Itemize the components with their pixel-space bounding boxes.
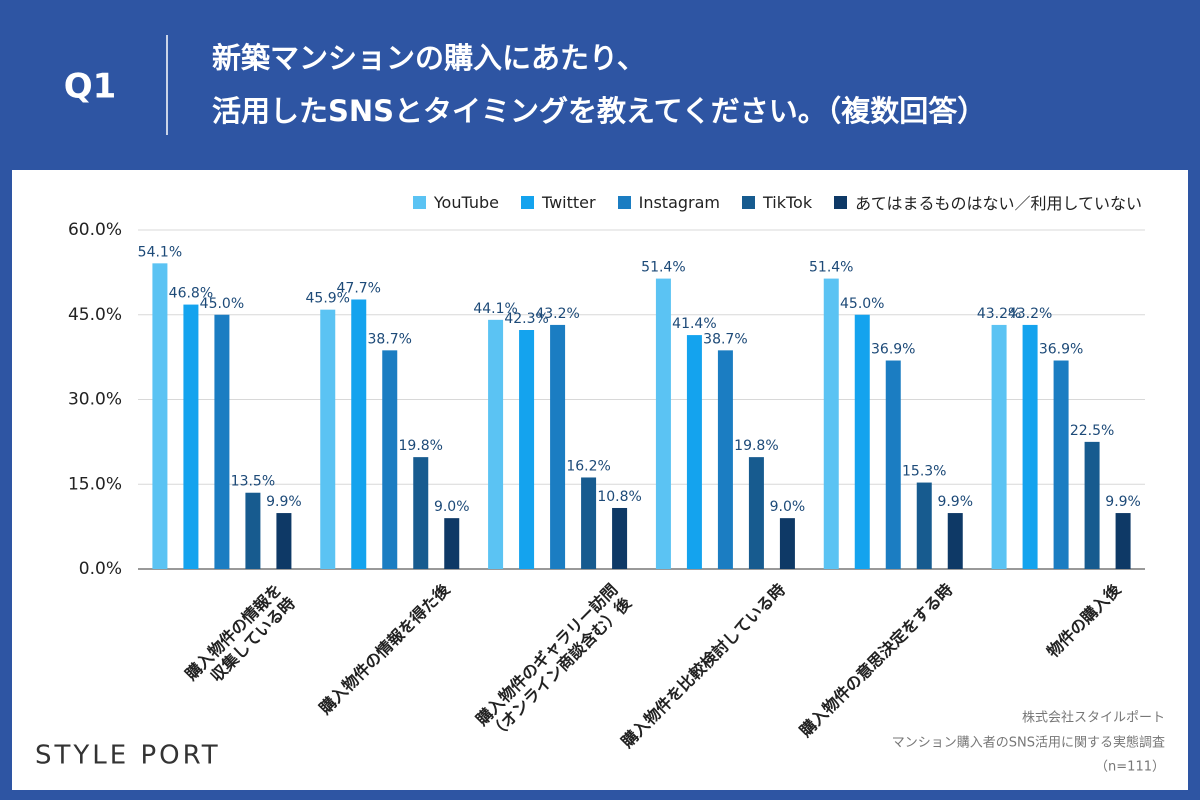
bar	[686, 335, 702, 569]
bar	[991, 324, 1007, 569]
value-label: 9.9%	[266, 494, 302, 510]
bar	[152, 263, 168, 569]
bar	[854, 314, 870, 569]
value-label: 45.9%	[306, 291, 350, 307]
legend-item: Instagram	[617, 190, 720, 214]
bar	[655, 278, 671, 569]
legend-item: TikTok	[742, 190, 812, 214]
bar	[1022, 324, 1038, 569]
bar	[413, 457, 429, 569]
legend-swatch	[742, 195, 755, 209]
value-label: 44.1%	[473, 301, 517, 317]
bar	[550, 324, 566, 569]
legend-label: Twitter	[541, 192, 596, 212]
value-label: 9.9%	[937, 494, 973, 510]
bar	[519, 330, 535, 569]
value-label: 51.4%	[641, 260, 685, 276]
legend-label: Instagram	[638, 192, 720, 212]
value-label: 51.4%	[809, 260, 853, 276]
source: 株式会社スタイルポート	[1022, 710, 1165, 726]
y-tick-label: 15.0%	[68, 474, 122, 494]
value-label: 43.2%	[977, 306, 1021, 322]
value-label: 45.0%	[840, 296, 884, 312]
bar	[823, 278, 839, 569]
value-label: 9.9%	[1105, 494, 1141, 510]
chart-title: 活用したSNSとタイミングを教えてください。（複数回答）	[212, 94, 986, 128]
bar	[916, 482, 932, 569]
chart-title: 新築マンションの購入にあたり、	[212, 41, 646, 75]
bar	[276, 513, 292, 569]
value-label: 43.2%	[535, 306, 579, 322]
legend-item: Twitter	[520, 190, 596, 214]
legend-item: YouTube	[412, 190, 499, 214]
bar	[947, 513, 963, 569]
value-label: 22.5%	[1070, 423, 1114, 439]
y-tick-label: 0.0%	[79, 559, 122, 579]
bar	[183, 304, 199, 569]
bar	[612, 507, 628, 569]
value-label: 47.7%	[337, 280, 381, 296]
value-label: 54.1%	[138, 244, 182, 260]
legend-label: TikTok	[763, 192, 813, 212]
legend-swatch	[617, 195, 631, 209]
value-label: 16.2%	[566, 458, 610, 474]
bar	[214, 314, 230, 569]
bar	[488, 319, 504, 569]
legend-label: あてはまるものはない／利用していない	[855, 194, 1142, 213]
bar	[1115, 513, 1131, 569]
value-label: 42.3%	[504, 311, 548, 327]
value-label: 36.9%	[1039, 342, 1083, 358]
legend-swatch	[412, 195, 426, 209]
value-label: 9.0%	[434, 499, 470, 515]
value-label: 10.8%	[597, 489, 641, 505]
legend-swatch	[834, 195, 848, 209]
value-label: 15.3%	[902, 464, 946, 480]
value-label: 9.0%	[770, 499, 806, 515]
legend-swatch	[520, 195, 534, 209]
source: （n=111）	[1095, 760, 1165, 775]
value-label: 43.2%	[1008, 306, 1052, 322]
bar	[351, 299, 367, 569]
bar	[320, 309, 336, 569]
y-tick-label: 45.0%	[68, 305, 122, 325]
y-tick-label: 60.0%	[68, 220, 122, 240]
value-label: 38.7%	[703, 331, 747, 347]
value-label: 19.8%	[734, 438, 778, 454]
value-label: 38.7%	[368, 331, 412, 347]
logo: STYLE PORT	[35, 741, 221, 771]
bar	[444, 518, 460, 569]
bar	[717, 350, 733, 569]
bar	[885, 360, 901, 569]
bar	[748, 457, 764, 569]
bar	[382, 350, 398, 569]
bar	[779, 518, 795, 569]
legend-label: YouTube	[433, 192, 499, 212]
value-label: 45.0%	[200, 296, 244, 312]
question-label: Q1	[64, 67, 117, 107]
value-label: 19.8%	[399, 438, 443, 454]
bar	[245, 492, 261, 569]
value-label: 41.4%	[672, 316, 716, 332]
value-label: 36.9%	[871, 342, 915, 358]
bar	[581, 477, 597, 569]
value-label: 13.5%	[231, 474, 275, 490]
value-label: 46.8%	[169, 286, 213, 302]
bar	[1053, 360, 1069, 569]
legend-item: あてはまるものはない／利用していない	[834, 190, 1142, 214]
bar	[1084, 441, 1100, 569]
legend: YouTube Twitter Instagram TikTok あてはまるものはない／…	[412, 190, 1142, 214]
source: マンション購入者のSNS活用に関する実態調査	[892, 735, 1165, 751]
y-tick-label: 30.0%	[68, 390, 122, 410]
